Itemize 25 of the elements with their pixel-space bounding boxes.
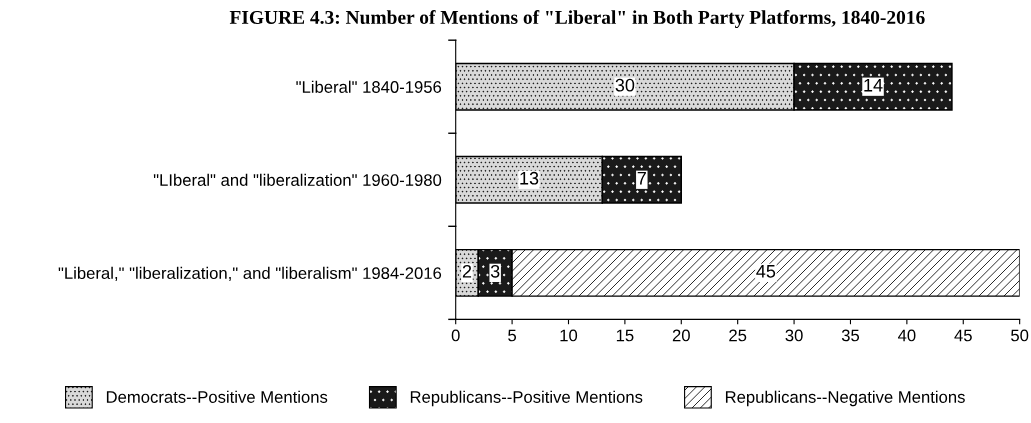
- legend-label: Democrats--Positive Mentions: [106, 390, 328, 403]
- data-label: 7: [637, 172, 646, 185]
- x-tick-label: 30: [785, 329, 803, 342]
- legend-label: Republicans--Negative Mentions: [725, 390, 965, 407]
- data-label: 45: [756, 265, 776, 278]
- x-tick-label: 40: [897, 329, 916, 342]
- data-label: 2: [462, 264, 472, 278]
- x-tick-label: 25: [729, 329, 747, 342]
- y-tick-label: "Liberal" 1840-1956: [296, 80, 442, 93]
- x-tick-label: 50: [1011, 329, 1029, 342]
- data-label: 30: [615, 78, 635, 92]
- data-label: 13: [520, 171, 539, 185]
- x-tick-label: 15: [616, 329, 634, 342]
- data-label: 14: [864, 78, 883, 92]
- y-tick-label: "Liberal," "liberalization," and "liberalism" 1984-2016: [58, 266, 442, 282]
- chart-title: FIGURE 4.3: Number of Mentions of "Liberal" in Both Party Platforms, 1840-2016: [229, 10, 925, 28]
- legend-label: Republicans--Positive Mentions: [410, 390, 643, 407]
- x-tick-label: 45: [954, 329, 972, 342]
- x-tick-label: 35: [841, 329, 860, 342]
- x-tick-label: 5: [508, 329, 517, 342]
- x-tick-label: 0: [451, 329, 460, 342]
- x-tick-label: 20: [672, 329, 690, 342]
- y-tick-label: "LIberal" and "liberalization" 1960-1980: [153, 173, 442, 186]
- x-tick-label: 10: [560, 329, 578, 342]
- data-label: 3: [490, 264, 500, 278]
